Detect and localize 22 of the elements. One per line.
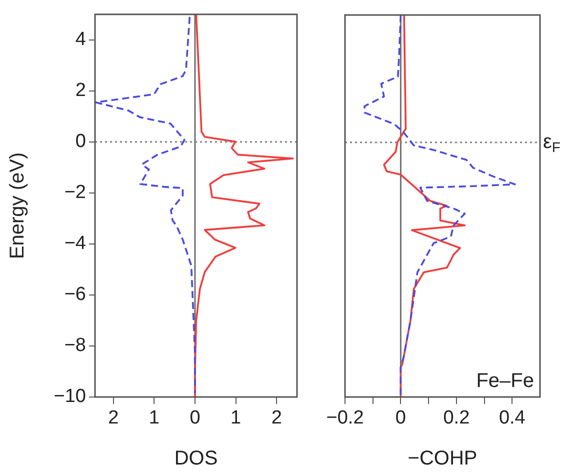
y-tick-label: 2	[75, 80, 86, 102]
y-axis-title: Energy (eV)	[6, 152, 29, 260]
y-tick-label: −6	[64, 284, 86, 306]
y-tick-label: −10	[54, 386, 86, 408]
x-axis-title: −COHP	[408, 448, 478, 470]
x-axis-title: DOS	[174, 448, 218, 470]
x-tick-label: −0.2	[326, 408, 364, 429]
x-tick-label: 1	[148, 408, 160, 429]
y-tick-label: −2	[64, 182, 86, 204]
x-tick-label: 2	[271, 408, 282, 429]
x-tick-label: 0	[395, 408, 406, 429]
y-tick-label: −8	[64, 335, 86, 356]
x-tick-label: 2	[108, 408, 119, 429]
x-tick-label: 0	[190, 408, 200, 429]
y-tick-label: −4	[64, 233, 86, 254]
annotation: Fe–Fe	[476, 370, 534, 392]
y-tick-label: 0	[75, 131, 86, 152]
x-tick-label: 0.2	[443, 408, 470, 429]
x-tick-label: 1	[230, 408, 242, 429]
x-tick-label: 0.4	[498, 408, 526, 429]
line-series	[95, 16, 196, 394]
y-tick-label: 4	[75, 29, 86, 50]
